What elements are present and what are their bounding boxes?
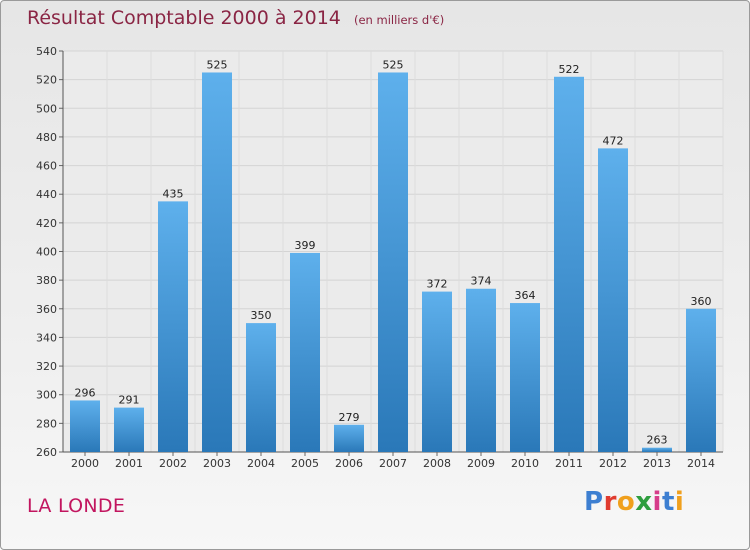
x-tick-label: 2001: [115, 457, 143, 470]
bar: [642, 447, 672, 452]
x-tick-label: 2014: [687, 457, 715, 470]
y-tick-label: 360: [36, 303, 57, 316]
title-row: Résultat Comptable 2000 à 2014 (en milli…: [27, 7, 444, 29]
x-tick-label: 2003: [203, 457, 231, 470]
value-label: 279: [339, 411, 360, 424]
value-label: 372: [427, 278, 448, 291]
value-label: 525: [207, 58, 228, 71]
x-tick-label: 2007: [379, 457, 407, 470]
bar: [598, 148, 628, 452]
proxiti-logo: Proxiti: [584, 487, 684, 517]
x-tick-label: 2012: [599, 457, 627, 470]
logo-letter: x: [635, 487, 653, 517]
value-label: 291: [119, 394, 140, 407]
value-label: 296: [75, 386, 96, 399]
value-label: 472: [603, 134, 624, 147]
y-tick-label: 480: [36, 131, 57, 144]
bar: [114, 407, 144, 452]
bar: [246, 323, 276, 452]
value-label: 435: [163, 187, 184, 200]
value-label: 525: [383, 58, 404, 71]
x-tick-label: 2011: [555, 457, 583, 470]
bar: [158, 201, 188, 452]
y-tick-label: 420: [36, 217, 57, 230]
chart-title: Résultat Comptable 2000 à 2014: [27, 7, 341, 29]
value-label: 263: [647, 434, 668, 447]
value-label: 399: [295, 239, 316, 252]
x-tick-label: 2006: [335, 457, 363, 470]
logo-letter: i: [652, 487, 662, 517]
y-tick-label: 540: [36, 45, 57, 58]
logo-letter: t: [661, 487, 675, 517]
bar: [422, 291, 452, 452]
value-label: 364: [515, 289, 536, 302]
y-tick-label: 520: [36, 74, 57, 87]
value-label: 360: [691, 295, 712, 308]
bar: [510, 303, 540, 452]
logo-letter: P: [584, 487, 604, 517]
y-tick-label: 280: [36, 417, 57, 430]
bar: [334, 424, 364, 452]
logo-letter: i: [674, 487, 685, 517]
bar: [290, 252, 320, 452]
x-tick-label: 2000: [71, 457, 99, 470]
x-tick-label: 2004: [247, 457, 275, 470]
logo-letter: o: [616, 487, 636, 517]
y-tick-label: 400: [36, 246, 57, 259]
bar: [554, 76, 584, 453]
chart-subtitle: (en milliers d'€): [353, 13, 445, 27]
x-tick-label: 2009: [467, 457, 495, 470]
bar: [378, 72, 408, 452]
value-label: 374: [471, 275, 492, 288]
y-tick-label: 380: [36, 274, 57, 287]
x-tick-label: 2010: [511, 457, 539, 470]
bar: [70, 400, 100, 452]
y-tick-label: 320: [36, 360, 57, 373]
x-tick-label: 2013: [643, 457, 671, 470]
y-tick-label: 340: [36, 331, 57, 344]
value-label: 522: [559, 63, 580, 76]
y-tick-label: 500: [36, 102, 57, 115]
bar: [202, 72, 232, 452]
y-tick-label: 300: [36, 389, 57, 402]
y-tick-label: 460: [36, 160, 57, 173]
value-label: 350: [251, 309, 272, 322]
place-name: LA LONDE: [27, 495, 126, 517]
y-tick-label: 440: [36, 188, 57, 201]
y-tick-label: 260: [36, 446, 57, 459]
logo-letter: r: [603, 487, 617, 517]
x-tick-label: 2008: [423, 457, 451, 470]
x-tick-label: 2005: [291, 457, 319, 470]
bar: [686, 308, 716, 452]
bar: [466, 288, 496, 452]
x-tick-label: 2002: [159, 457, 187, 470]
